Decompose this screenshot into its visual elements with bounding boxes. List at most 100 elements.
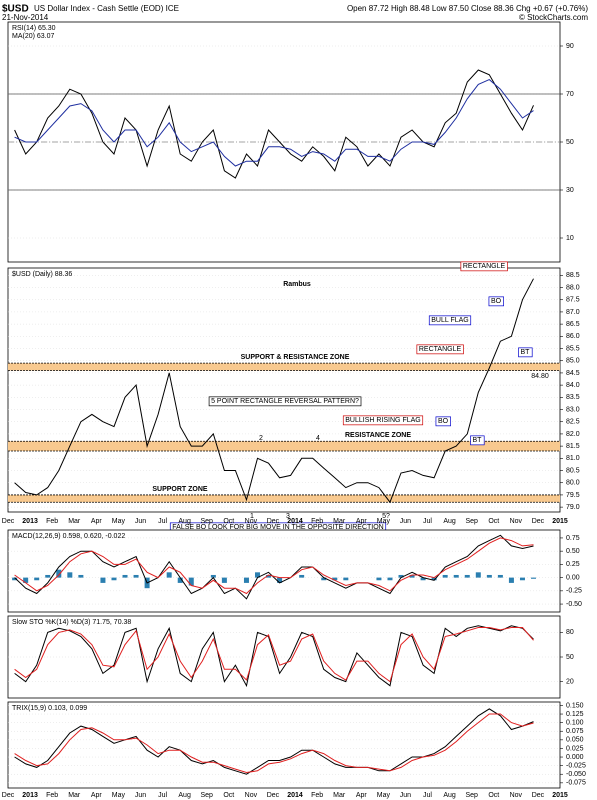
legend-entry: MA(20) 63.07 bbox=[12, 33, 55, 40]
y-tick-label: 79.0 bbox=[566, 504, 580, 511]
annotation: 2 bbox=[259, 435, 263, 442]
histogram-bar bbox=[67, 572, 73, 578]
zone bbox=[8, 441, 560, 451]
x-tick-label: Jul bbox=[423, 792, 432, 799]
histogram-bar bbox=[45, 574, 51, 578]
x-tick-label: Sep bbox=[465, 518, 478, 525]
annotation-box bbox=[488, 296, 504, 307]
annotation-box bbox=[342, 415, 424, 426]
x-tick-label: Jun bbox=[135, 518, 146, 525]
annotation: FALSE BO LOOK FOR BIG MOVE IN THE OPPOSI… bbox=[172, 524, 383, 531]
annotation: 1 bbox=[250, 513, 254, 520]
annotation: RECTANGLE bbox=[463, 263, 506, 270]
y-tick-label: 0.125 bbox=[566, 711, 584, 718]
x-tick-label: Dec bbox=[532, 518, 545, 525]
x-tick-label: Aug bbox=[443, 518, 456, 525]
x-tick-label: Nov bbox=[245, 518, 258, 525]
x-tick-label: Apr bbox=[91, 792, 103, 799]
histogram-bar bbox=[409, 574, 415, 578]
x-tick-label: Apr bbox=[356, 518, 368, 525]
x-tick-label: Mar bbox=[68, 792, 81, 799]
histogram-bar bbox=[321, 577, 327, 581]
x-tick-label: Feb bbox=[46, 518, 58, 525]
x-tick-label: Apr bbox=[91, 518, 103, 525]
y-tick-label: 86.0 bbox=[566, 333, 580, 340]
y-tick-label: 85.5 bbox=[566, 345, 580, 352]
y-tick-label: -0.050 bbox=[566, 771, 586, 778]
y-tick-label: 82.0 bbox=[566, 431, 580, 438]
x-tick-label: Feb bbox=[311, 518, 323, 525]
y-tick-label: 50 bbox=[566, 654, 574, 661]
histogram-bar bbox=[277, 577, 283, 583]
panel-frame bbox=[7, 701, 561, 789]
x-tick-label: Dec bbox=[2, 518, 15, 525]
copyright: © StockCharts.com bbox=[519, 13, 588, 22]
x-tick-label: Sep bbox=[200, 518, 213, 525]
x-tick-label: 2013 bbox=[22, 518, 38, 525]
x-tick-label: Aug bbox=[443, 792, 456, 799]
y-tick-label: -0.075 bbox=[566, 780, 586, 787]
x-tick-label: Apr bbox=[356, 792, 368, 799]
x-tick-label: Jul bbox=[423, 518, 432, 525]
series-line bbox=[14, 278, 534, 504]
histogram-bar bbox=[266, 574, 272, 578]
zone-label: SUPPORT & RESISTANCE ZONE bbox=[241, 354, 350, 361]
y-tick-label: 0.75 bbox=[566, 535, 580, 542]
y-tick-label: 86.5 bbox=[566, 321, 580, 328]
symbol: $USD bbox=[2, 4, 29, 15]
histogram-bar bbox=[111, 577, 117, 581]
panel-title: TRIX(15,9) 0.103, 0.099 bbox=[12, 705, 87, 712]
y-tick-label: 70 bbox=[566, 91, 574, 98]
panel-frame bbox=[7, 529, 561, 613]
histogram-bar bbox=[475, 572, 481, 578]
y-tick-label: 0.075 bbox=[566, 728, 584, 735]
series-line bbox=[14, 537, 534, 595]
x-tick-label: Nov bbox=[510, 518, 523, 525]
annotation: 3 bbox=[286, 513, 290, 520]
x-tick-label: Feb bbox=[311, 792, 323, 799]
annotation: BULL FLAG bbox=[431, 317, 468, 324]
quote: Open 87.72 High 88.48 Low 87.50 Close 88… bbox=[347, 4, 588, 13]
annotation-box bbox=[208, 396, 362, 407]
histogram-bar bbox=[464, 574, 470, 578]
x-tick-label: May bbox=[377, 792, 391, 799]
series-line bbox=[14, 534, 534, 600]
x-tick-label: 2014 bbox=[287, 792, 303, 799]
x-tick-label: Sep bbox=[200, 792, 213, 799]
histogram-bar bbox=[56, 569, 62, 578]
annotation: RECTANGLE bbox=[419, 346, 462, 353]
panel-title: $USD (Daily) 88.36 bbox=[12, 271, 72, 278]
x-tick-label: Mar bbox=[68, 518, 81, 525]
annotation-box bbox=[428, 315, 472, 326]
series-line bbox=[14, 708, 534, 775]
histogram-bar bbox=[486, 574, 492, 578]
x-tick-label: Sep bbox=[465, 792, 478, 799]
y-tick-label: 82.5 bbox=[566, 419, 580, 426]
x-tick-label: May bbox=[112, 518, 126, 525]
histogram-bar bbox=[133, 574, 139, 578]
panel-title: MACD(12,26,9) 0.598, 0.620, -0.022 bbox=[12, 533, 125, 540]
y-tick-label: 81.5 bbox=[566, 443, 580, 450]
y-tick-label: 0.50 bbox=[566, 548, 580, 555]
histogram-bar bbox=[332, 577, 338, 581]
series-line bbox=[14, 625, 534, 688]
x-tick-label: 2015 bbox=[552, 792, 568, 799]
x-tick-label: Jul bbox=[158, 792, 167, 799]
x-tick-label: Dec bbox=[267, 792, 280, 799]
y-tick-label: 0.050 bbox=[566, 737, 584, 744]
histogram-bar bbox=[255, 572, 261, 578]
annotation-box bbox=[460, 261, 508, 272]
zone-label: RESISTANCE ZONE bbox=[345, 432, 411, 439]
histogram-bar bbox=[431, 577, 437, 581]
histogram-bar bbox=[177, 577, 183, 583]
histogram-bar bbox=[188, 577, 194, 586]
x-tick-label: 2013 bbox=[22, 792, 38, 799]
panel-title: Slow STO %K(14) %D(3) 71.75, 70.38 bbox=[12, 619, 131, 626]
y-tick-label: 0.25 bbox=[566, 561, 580, 568]
x-tick-label: Oct bbox=[488, 792, 499, 799]
annotation: 5? bbox=[382, 513, 390, 520]
x-tick-label: Jun bbox=[135, 792, 146, 799]
annotation: BO bbox=[438, 418, 449, 425]
y-tick-label: 84.0 bbox=[566, 382, 580, 389]
